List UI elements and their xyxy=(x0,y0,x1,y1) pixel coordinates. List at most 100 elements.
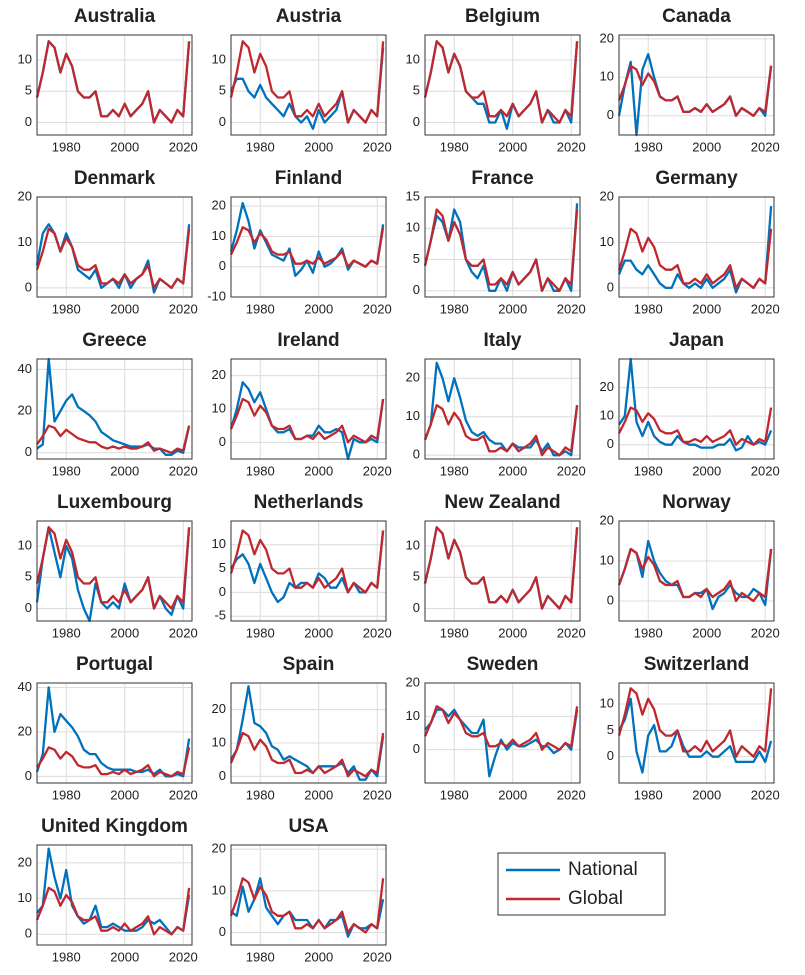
y-tick-label: 10 xyxy=(406,220,420,235)
x-tick-label: 2020 xyxy=(169,949,198,964)
x-tick-label: 1980 xyxy=(440,139,469,154)
series-line xyxy=(423,40,579,124)
x-tick-label: 2000 xyxy=(110,625,139,640)
plot-frame xyxy=(618,34,775,136)
y-tick-label: 0 xyxy=(25,926,32,941)
legend-label: National xyxy=(568,859,638,880)
x-tick-label: 2000 xyxy=(692,301,721,316)
x-tick-label: 1980 xyxy=(634,625,663,640)
plot-area xyxy=(37,359,192,459)
x-tick-label: 2020 xyxy=(363,463,392,478)
plot-frame xyxy=(618,520,775,622)
plot-frame xyxy=(36,844,193,946)
x-tick-label: 2000 xyxy=(498,301,527,316)
panel: Spain 1980 2000 2020 0 10 20 xyxy=(212,654,392,802)
series-line xyxy=(36,357,191,456)
panel: Canada 1980 2000 2020 0 10 20 xyxy=(600,6,780,154)
series-line xyxy=(36,746,191,778)
series-line xyxy=(36,424,191,454)
panel-title: Austria xyxy=(276,6,342,27)
y-tick-label: 5 xyxy=(413,251,420,266)
y-tick-label: 20 xyxy=(406,370,420,385)
panel: Greece 1980 2000 2020 0 20 40 xyxy=(18,330,198,478)
x-tick-label: 2020 xyxy=(169,787,198,802)
x-tick-label: 2020 xyxy=(557,625,586,640)
series-line xyxy=(617,697,773,774)
series-line xyxy=(35,886,191,936)
x-tick-label: 2000 xyxy=(110,463,139,478)
plot-frame xyxy=(36,358,193,460)
series-line xyxy=(424,708,579,778)
x-tick-label: 1980 xyxy=(246,787,275,802)
x-tick-label: 1980 xyxy=(440,787,469,802)
x-tick-label: 1980 xyxy=(634,301,663,316)
plot-frame xyxy=(230,196,387,298)
x-tick-label: 2020 xyxy=(363,139,392,154)
panel: Japan 1980 2000 2020 0 10 20 xyxy=(600,330,780,478)
series-line xyxy=(229,397,385,444)
plot-frame xyxy=(424,34,581,136)
series-line xyxy=(35,227,191,290)
x-tick-label: 2000 xyxy=(110,949,139,964)
x-tick-label: 2000 xyxy=(304,949,333,964)
x-tick-label: 2020 xyxy=(751,301,780,316)
panel-title: USA xyxy=(288,816,328,837)
y-tick-label: 10 xyxy=(600,408,614,423)
y-tick-label: 10 xyxy=(18,537,32,552)
x-tick-label: 2020 xyxy=(751,625,780,640)
x-tick-label: 2000 xyxy=(692,787,721,802)
x-tick-label: 2000 xyxy=(110,787,139,802)
plot-frame xyxy=(230,844,387,946)
panel-title: Spain xyxy=(283,654,335,675)
series-line xyxy=(617,227,773,290)
series-line xyxy=(35,526,191,623)
x-tick-label: 2020 xyxy=(363,787,392,802)
x-tick-label: 1980 xyxy=(52,625,81,640)
x-tick-label: 1980 xyxy=(440,625,469,640)
plot-area xyxy=(231,521,386,621)
y-tick-label: 0 xyxy=(413,282,420,297)
y-tick-label: 20 xyxy=(212,841,226,856)
panel-title: Denmark xyxy=(74,168,156,189)
panel-title: Italy xyxy=(483,330,521,351)
panel-title: Japan xyxy=(669,330,724,351)
y-tick-label: 10 xyxy=(406,51,420,66)
x-tick-label: 2020 xyxy=(557,301,586,316)
y-tick-label: 0 xyxy=(219,434,226,449)
panel: Belgium 1980 2000 2020 0 5 10 xyxy=(406,6,586,154)
x-tick-label: 2000 xyxy=(304,787,333,802)
panel-title: Switzerland xyxy=(644,654,750,675)
x-tick-label: 1980 xyxy=(52,139,81,154)
y-tick-label: 20 xyxy=(600,188,614,203)
y-tick-label: 0 xyxy=(219,768,226,783)
y-tick-label: 10 xyxy=(212,882,226,897)
x-tick-label: 2020 xyxy=(557,787,586,802)
y-tick-label: 20 xyxy=(18,188,32,203)
y-tick-label: 0 xyxy=(219,584,226,599)
panel-title: New Zealand xyxy=(444,492,560,513)
x-tick-label: 2020 xyxy=(169,139,198,154)
y-tick-label: 10 xyxy=(212,400,226,415)
y-tick-label: 10 xyxy=(406,408,420,423)
y-tick-label: 0 xyxy=(413,600,420,615)
y-tick-label: 10 xyxy=(18,234,32,249)
x-tick-label: 1980 xyxy=(52,463,81,478)
panel: Germany 1980 2000 2020 0 10 20 xyxy=(600,168,780,316)
y-tick-label: 5 xyxy=(413,83,420,98)
panel: Australia 1980 2000 2020 0 5 10 xyxy=(18,6,198,154)
series-line xyxy=(617,547,773,603)
x-tick-label: 1980 xyxy=(634,463,663,478)
plot-frame xyxy=(424,196,581,298)
y-tick-label: 10 xyxy=(600,552,614,567)
y-tick-label: 0 xyxy=(219,114,226,129)
y-tick-label: 20 xyxy=(18,854,32,869)
panel: Italy 1980 2000 2020 0 10 20 xyxy=(406,330,586,478)
y-tick-label: 5 xyxy=(219,560,226,575)
plot-area xyxy=(619,521,774,621)
y-tick-label: 0 xyxy=(413,114,420,129)
x-tick-label: 2020 xyxy=(363,625,392,640)
plot-frame xyxy=(230,34,387,136)
series-line xyxy=(230,685,385,781)
series-line xyxy=(229,877,385,934)
y-tick-label: 0 xyxy=(25,600,32,615)
